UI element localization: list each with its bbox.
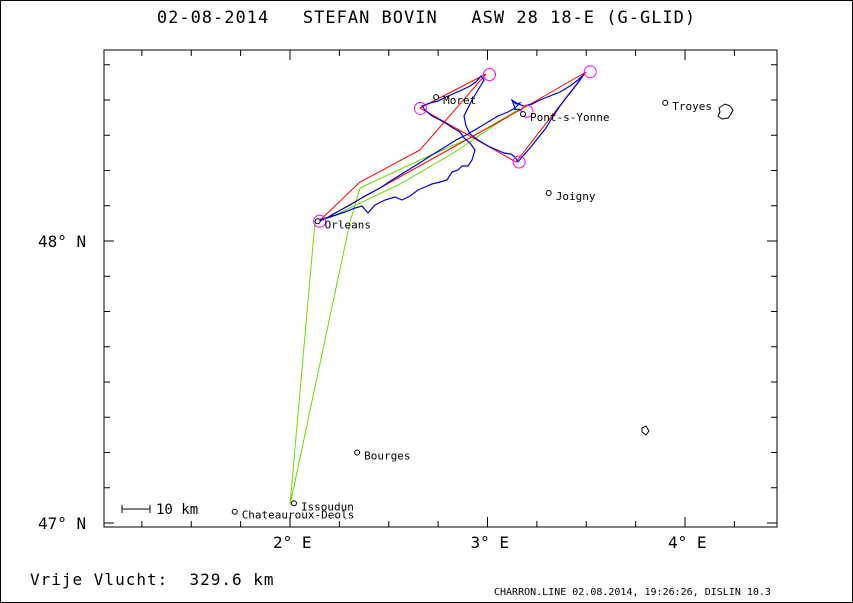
town-label: Moret [443,94,476,107]
town-marker [354,449,361,456]
lon-label: 3° E [471,533,510,552]
distance-label: Vrije Vlucht: 329.6 km [30,570,275,589]
turnpoint-marker [520,104,534,118]
town-label: Chateauroux-Deols [242,509,355,522]
turnpoint-marker [482,68,496,82]
lon-label: 4° E [668,533,707,552]
town-marker [545,190,552,197]
town-label: Troyes [672,100,712,113]
towns: Moret Troyes Pont-s-Yonne Joigny Orleans Bour… [231,94,712,522]
town-label: Pont-s-Yonne [530,111,609,124]
lon-label: 2° E [273,533,312,552]
scale-bar: 10 km [121,502,198,518]
turnpoints [313,65,597,228]
page-title: 02-08-2014 STEFAN BOVIN ASW 28 18-E (G-G… [156,8,697,28]
town-marker [231,508,238,515]
town-label: Orleans [325,218,371,231]
town-label: Joigny [556,190,596,203]
gps-track [317,73,585,222]
task-lines [316,71,587,224]
axis-labels: 48° N 47° N 2° E 3° E 4° E [38,232,707,552]
town-marker [520,111,527,118]
turnpoint-marker [413,101,427,115]
lat-label: 48° N [38,232,86,251]
turnpoint-marker [313,214,327,228]
scale-label: 10 km [156,502,198,518]
town-marker [314,218,321,225]
lake-outline [641,425,650,436]
map-ticks [104,50,777,527]
turnpoint-marker [583,65,597,79]
lake-outline [717,103,734,120]
town-marker [433,94,440,101]
town-marker [290,500,297,507]
lat-label: 47° N [38,514,86,533]
program-info: CHARRON.LINE 02.08.2014, 19:26:26, DISLI… [494,587,771,598]
town-label: Issoudun [301,500,354,513]
town-marker [662,99,669,106]
map-border [103,49,778,528]
town-label: Bourges [364,450,410,463]
turnpoint-marker [512,155,526,169]
flight-legs [289,107,521,506]
